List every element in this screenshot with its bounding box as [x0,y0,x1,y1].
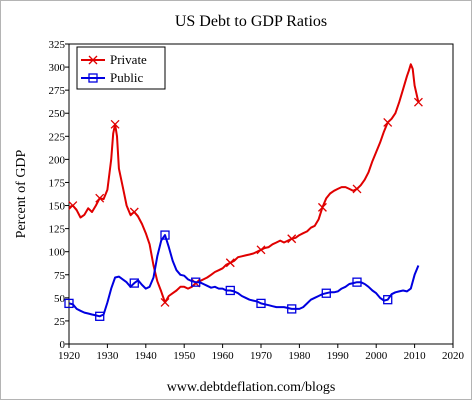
data-point-public [256,298,266,309]
y-axis-label: Percent of GDP [14,149,29,238]
legend-marker-private [88,55,98,65]
y-tick-label: 150 [49,201,66,213]
y-tick-label: 325 [49,39,66,51]
data-point-public [191,277,201,287]
y-tick-label: 275 [49,85,66,97]
series-public [64,230,420,321]
data-point-private [383,118,393,127]
x-tick-label: 1980 [288,350,311,362]
series-line-private [68,63,420,304]
data-point-public [287,304,297,314]
data-point-public [160,230,170,240]
data-point-private [317,202,327,212]
y-tick-label: 175 [49,177,66,189]
x-tick-label: 1990 [327,350,350,362]
x-tick-label: 1940 [135,350,158,362]
data-point-private [129,207,139,217]
legend-entry-public [81,73,105,83]
plot-area [68,43,454,345]
data-point-public [95,311,105,321]
series-private [68,63,423,307]
y-tick-label: 300 [49,62,66,74]
y-tick-label: 0 [60,339,66,351]
legend-marker-public [88,73,98,83]
y-tick-label: 25 [54,316,66,328]
legend-label-private: Private [110,52,147,67]
data-point-private [110,119,120,129]
x-tick-label: 1920 [58,350,81,362]
data-point-private [68,201,78,210]
x-tick-label: 2020 [442,350,465,362]
data-point-private [95,193,105,203]
x-tick-label: 1930 [96,350,119,362]
legend-label-public: Public [110,70,143,85]
y-tick-label: 100 [49,247,66,259]
data-point-public [225,285,235,296]
series-layer [64,63,423,321]
legend-entry-private [81,55,105,65]
y-tick-label: 125 [49,224,66,236]
data-point-private [225,258,235,268]
data-point-private [413,97,423,107]
x-tick-label: 2000 [365,350,388,362]
y-tick-label: 200 [49,154,66,166]
legend: Private Public [76,46,166,90]
x-axis: 1920 1930 1940 1950 1960 1970 1980 1990 2000 2010… [58,344,465,362]
x-tick-label: 1960 [212,350,235,362]
chart-title: US Debt to GDP Ratios [175,13,327,30]
data-point-public [383,295,393,305]
data-point-private [287,234,297,244]
footer-url: www.debtdeflation.com/blogs [167,380,336,395]
series-line-public [68,234,420,318]
x-tick-label: 2010 [404,350,427,362]
y-axis: 0 25 50 75 100 125 150 175 200 225 250 275 300 325 [49,39,69,351]
x-tick-label: 1950 [173,350,196,362]
y-tick-label: 250 [49,108,66,120]
x-tick-label: 1970 [250,350,273,362]
data-point-private [352,184,362,194]
y-tick-label: 50 [54,293,66,305]
data-point-private [160,298,170,307]
data-point-public [352,277,362,287]
y-tick-label: 75 [54,270,66,282]
data-point-private [256,245,266,255]
y-tick-label: 225 [49,131,66,143]
data-point-public [129,278,139,288]
data-point-public [321,288,331,298]
data-point-public [64,298,74,309]
